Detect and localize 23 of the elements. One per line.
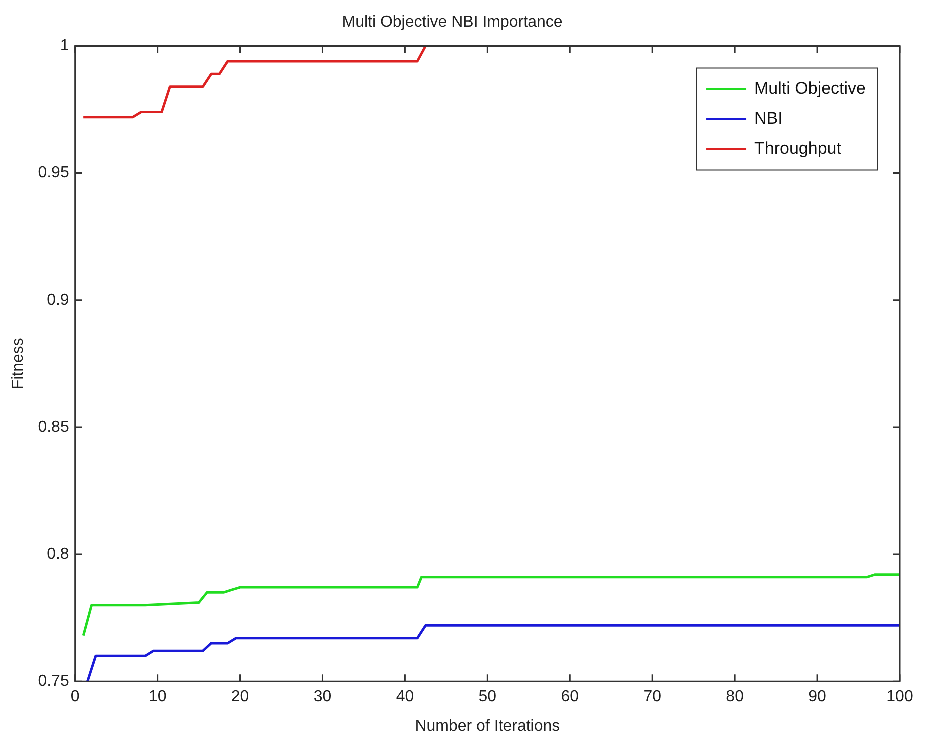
x-tick-label: 70: [644, 688, 662, 706]
x-tick-label: 30: [314, 688, 332, 706]
x-tick-label: 100: [886, 688, 914, 706]
x-tick-label: 90: [808, 688, 827, 706]
y-tick-label: 0.85: [38, 418, 70, 436]
y-tick-label: 0.95: [38, 164, 70, 182]
legend-label: Throughput: [754, 138, 842, 158]
x-tick-label: 50: [478, 688, 497, 706]
y-tick-label: 0.75: [38, 673, 70, 690]
legend-label: NBI: [754, 108, 783, 128]
legend-label: Multi Objective: [754, 78, 866, 98]
y-tick-label: 0.9: [47, 292, 70, 309]
y-tick-label: 0.8: [47, 546, 70, 563]
chart-title: Multi Objective NBI Importance: [342, 14, 563, 32]
x-axis-title: Number of Iterations: [415, 718, 560, 735]
y-axis-title: Fitness: [10, 338, 28, 390]
x-tick-label: 10: [148, 688, 167, 706]
y-tick-label: 1: [60, 38, 70, 55]
x-tick-label: 40: [396, 688, 414, 706]
x-tick-label: 60: [561, 688, 580, 706]
x-tick-label: 20: [231, 688, 250, 706]
x-tick-label: 80: [726, 688, 744, 706]
x-tick-label: 0: [70, 688, 80, 706]
